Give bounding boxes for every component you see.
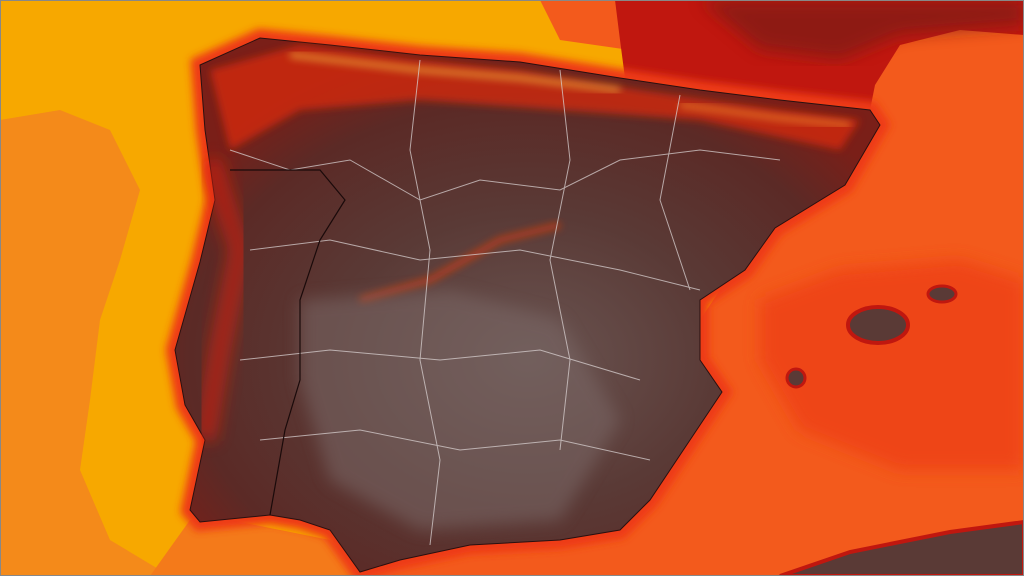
gulf-band [150,520,370,576]
region-borders [229,59,781,546]
north-band [210,45,860,150]
menorca [926,284,958,304]
west-coast-band [194,156,252,442]
cantabrian-ridge [289,52,621,93]
ibiza [785,367,807,389]
pyrenees-ridge [679,102,851,128]
mallorca [846,305,910,345]
atlantic-band [0,110,170,576]
france-dark [700,0,1024,60]
portugal-border [230,169,346,516]
north-africa [779,519,1024,576]
central-ridge [359,222,561,303]
med-hot-patch [760,260,1024,470]
